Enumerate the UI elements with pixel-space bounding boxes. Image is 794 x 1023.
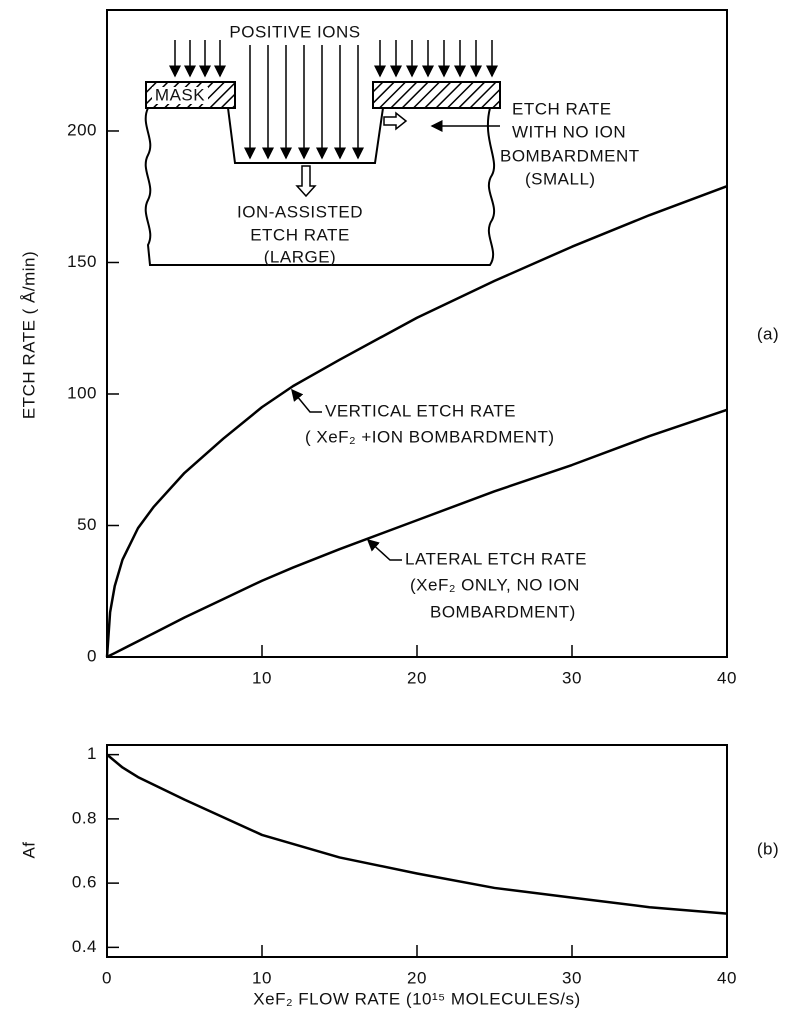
annotation: ( XeF₂ +ION BOMBARDMENT) [305,427,555,446]
x-tick-label: 30 [562,668,582,687]
inset-label: MASK [155,85,205,104]
x-tick-label: 10 [252,668,272,687]
inset-label: ETCH RATE [250,225,350,244]
y-tick-label: 150 [67,252,97,271]
inset-label: (LARGE) [264,247,336,266]
y-axis-label: Af [19,841,38,858]
figure: 05010015020010203040ETCH RATE ( Å/min)(a… [0,0,794,1023]
x-tick-label: 20 [407,968,427,987]
inset-label: (SMALL) [525,169,596,188]
panel-label: (b) [757,839,779,858]
y-tick-label: 100 [67,383,97,402]
curve [107,410,727,657]
y-tick-label: 0.8 [72,808,97,827]
curve [107,755,727,914]
y-axis-label: ETCH RATE ( Å/min) [19,251,38,419]
y-tick-label: 0.4 [72,937,97,956]
annotation: (XeF₂ ONLY, NO ION [410,575,580,594]
y-tick-label: 1 [87,744,97,763]
x-tick-label: 30 [562,968,582,987]
x-axis-label: XeF₂ FLOW RATE (10¹⁵ MOLECULES/s) [253,989,580,1008]
annotation: VERTICAL ETCH RATE [325,401,516,420]
x-tick-label: 40 [717,968,737,987]
panel-label: (a) [757,324,779,343]
y-tick-label: 0.6 [72,873,97,892]
x-tick-label: 40 [717,668,737,687]
x-tick-label: 20 [407,668,427,687]
y-tick-label: 200 [67,120,97,139]
inset-label: BOMBARDMENT [500,146,640,165]
plot-frame [107,745,727,957]
x-tick-label: 10 [252,968,272,987]
y-tick-label: 50 [77,515,97,534]
y-tick-label: 0 [87,646,97,665]
inset-label: ION-ASSISTED [237,202,363,221]
inset-label: WITH NO ION [512,122,626,141]
annotation: LATERAL ETCH RATE [405,549,587,568]
x-tick-label: 0 [102,968,112,987]
inset-label: POSITIVE IONS [229,22,360,41]
inset-label: ETCH RATE [512,99,612,118]
annotation: BOMBARDMENT) [430,602,576,621]
